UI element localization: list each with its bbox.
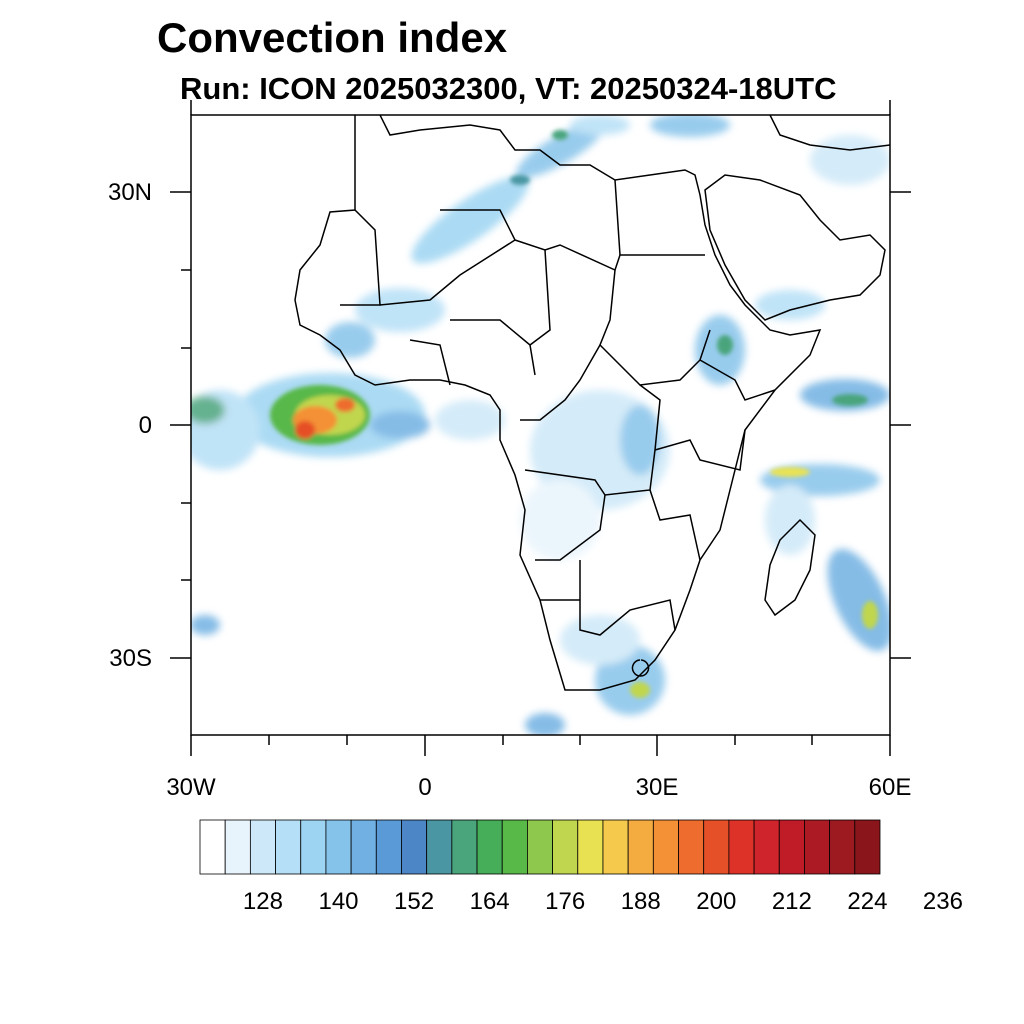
colorbar-box bbox=[577, 819, 604, 875]
colorbar-label: 224 bbox=[847, 888, 888, 915]
colorbar-box bbox=[325, 819, 352, 875]
colorbar-box bbox=[627, 819, 654, 875]
colorbar-box bbox=[804, 819, 831, 875]
colorbar-label: 164 bbox=[469, 888, 510, 915]
lon-label-60e: 60E bbox=[868, 774, 912, 801]
lat-label-30n: 30N bbox=[107, 179, 152, 206]
colorbar-box bbox=[375, 819, 402, 875]
colorbar-box bbox=[728, 819, 755, 875]
colorbar-label: 212 bbox=[771, 888, 812, 915]
lon-label-30e: 30E bbox=[635, 774, 679, 801]
colorbar-box bbox=[527, 819, 553, 875]
lat-label-eq: 0 bbox=[138, 412, 152, 439]
colorbar-box bbox=[350, 819, 377, 875]
colorbar-label: 188 bbox=[620, 888, 661, 915]
colorbar-label: 200 bbox=[696, 888, 737, 915]
lon-label-0: 0 bbox=[418, 774, 432, 801]
map-title: Convection index bbox=[157, 14, 508, 61]
colorbar-box bbox=[501, 819, 528, 875]
run-subtitle: Run: ICON 2025032300, VT: 20250324-18UTC bbox=[180, 71, 837, 106]
colorbar-box bbox=[199, 819, 226, 875]
colorbar-box bbox=[275, 819, 302, 875]
colorbar-box bbox=[552, 819, 579, 875]
colorbar-box bbox=[829, 819, 856, 875]
colorbar-label: 140 bbox=[318, 888, 359, 915]
colorbar-box bbox=[602, 819, 629, 875]
convection-field bbox=[191, 115, 890, 735]
lon-label-30w: 30W bbox=[166, 774, 216, 801]
colorbar-label: 128 bbox=[242, 888, 283, 915]
coastlines bbox=[294, 115, 890, 691]
colorbar-box bbox=[678, 819, 705, 875]
colorbar-label: 236 bbox=[922, 888, 963, 915]
colorbar-box bbox=[401, 819, 428, 875]
axis-ticks bbox=[170, 100, 911, 756]
lat-label-30s: 30S bbox=[109, 645, 152, 672]
colorbar-box bbox=[300, 819, 327, 875]
colorbar-box bbox=[249, 819, 276, 875]
colorbar-box bbox=[224, 819, 251, 875]
colorbar-box bbox=[652, 819, 679, 875]
colorbar-box bbox=[451, 819, 478, 875]
colorbar-box bbox=[854, 819, 881, 875]
colorbar-box bbox=[426, 819, 453, 875]
colorbar-box bbox=[703, 819, 730, 875]
colorbar-box bbox=[778, 819, 805, 875]
colorbar-label: 152 bbox=[394, 888, 435, 915]
colorbar-label: 176 bbox=[545, 888, 586, 915]
colorbar-box bbox=[476, 819, 503, 875]
colorbar-box bbox=[753, 819, 780, 875]
